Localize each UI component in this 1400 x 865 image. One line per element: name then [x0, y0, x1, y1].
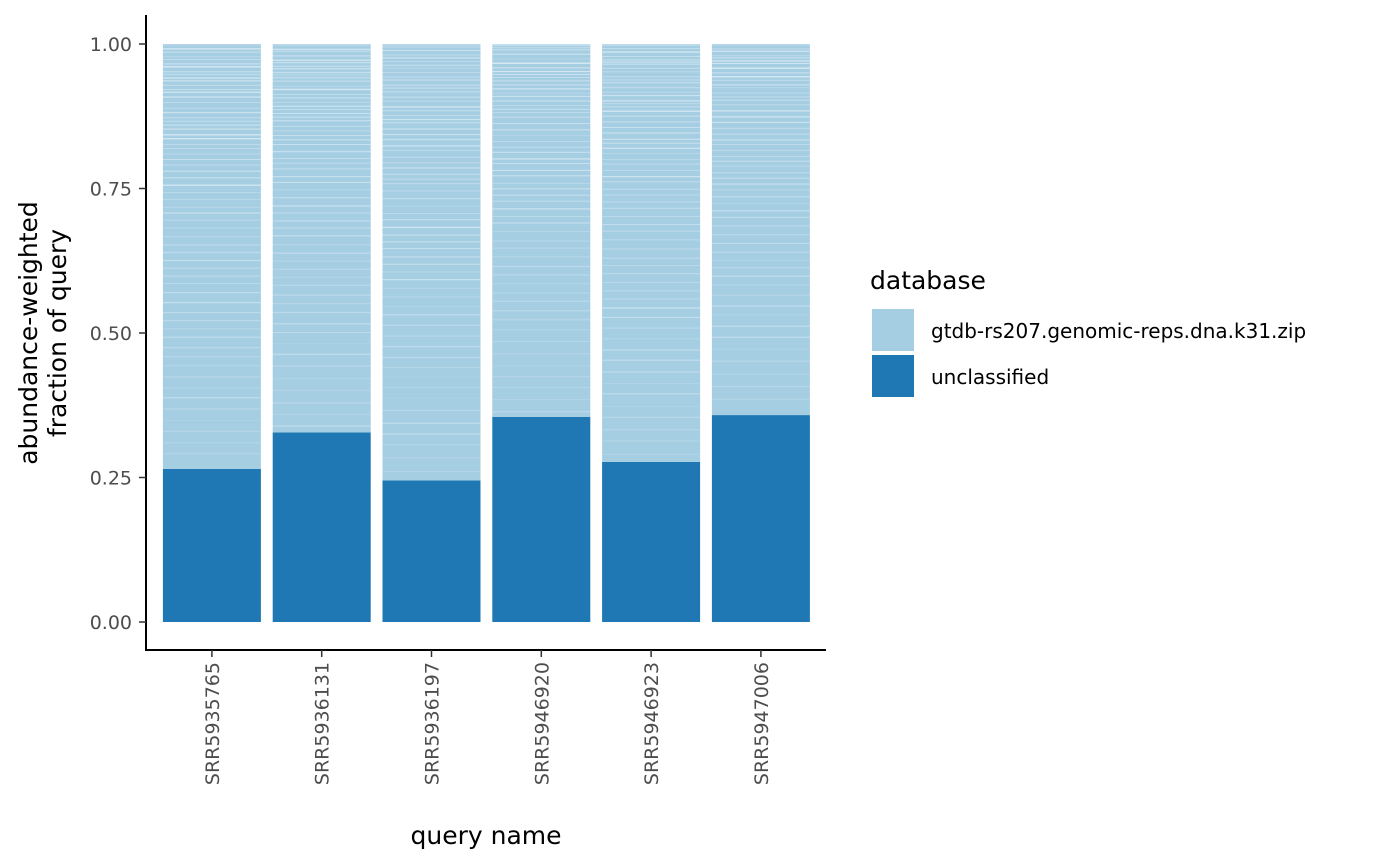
bar-striations [162, 44, 261, 455]
bar-segment-gtdb [272, 44, 371, 433]
x-tick-label: SRR5935765 [202, 662, 224, 785]
y-axis-title-line-2: fraction of query [43, 229, 72, 437]
x-tick-label: SRR5947006 [751, 662, 773, 785]
legend-swatch-gtdb [872, 309, 914, 351]
bar-segment-unclassified [602, 461, 701, 622]
x-tick-label: SRR5936131 [312, 662, 334, 785]
y-tick-label: 1.00 [90, 34, 132, 56]
bar-segment-unclassified [272, 432, 371, 622]
y-tick-label: 0.25 [90, 468, 132, 490]
x-tick-label: SRR5946923 [641, 662, 663, 785]
x-axis-title: query name [410, 821, 561, 850]
bar-striations [711, 44, 810, 400]
bar-segment-gtdb [162, 44, 261, 469]
legend-title: database [870, 266, 986, 295]
y-tick-label: 0.75 [90, 179, 132, 201]
bar-striations [272, 44, 371, 427]
legend-label-gtdb: gtdb-rs207.genomic-reps.dna.k31.zip [931, 319, 1306, 343]
bar-segment-unclassified [711, 415, 810, 622]
legend-label-unclassified: unclassified [931, 365, 1049, 389]
bar-striations [382, 44, 481, 472]
plot-area [162, 44, 810, 622]
y-tick-label: 0.50 [90, 323, 132, 345]
bar-segment-gtdb [602, 44, 701, 462]
legend-swatch-unclassified [872, 355, 914, 397]
bar-striations [602, 44, 701, 455]
bar-segment-unclassified [162, 468, 261, 622]
x-tick-label: SRR5936197 [422, 662, 444, 785]
y-ticks: 0.00 0.25 0.50 0.75 1.00 [90, 34, 146, 634]
y-tick-label: 0.00 [90, 612, 132, 634]
legend: database gtdb-rs207.genomic-reps.dna.k31… [870, 266, 1306, 397]
bar-segment-unclassified [382, 480, 481, 622]
y-axis-title-line-1: abundance-weighted [14, 201, 43, 465]
bar-segment-gtdb [711, 44, 810, 416]
bar-segment-gtdb [382, 44, 481, 481]
bar-segment-gtdb [492, 44, 591, 417]
x-ticks: SRR5935765 SRR5936131 SRR5936197 SRR5946920… [202, 650, 773, 785]
bar-striations [492, 44, 591, 413]
bar-segment-unclassified [492, 416, 591, 622]
x-tick-label: SRR5946920 [531, 662, 553, 785]
